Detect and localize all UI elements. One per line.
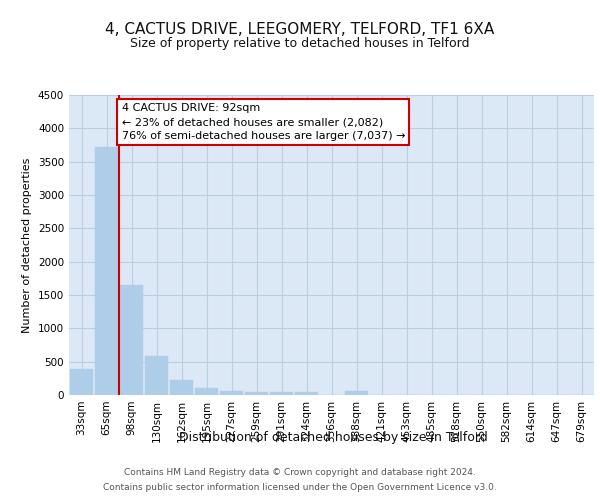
Bar <box>95 147 118 395</box>
Y-axis label: Number of detached properties: Number of detached properties <box>22 158 32 332</box>
Text: Contains HM Land Registry data © Crown copyright and database right 2024.: Contains HM Land Registry data © Crown c… <box>124 468 476 477</box>
Bar <box>195 388 218 395</box>
Text: 4 CACTUS DRIVE: 92sqm
← 23% of detached houses are smaller (2,082)
76% of semi-d: 4 CACTUS DRIVE: 92sqm ← 23% of detached … <box>121 103 405 141</box>
Bar <box>170 380 193 395</box>
Bar <box>245 392 268 395</box>
Bar <box>145 356 168 395</box>
Text: Distribution of detached houses by size in Telford: Distribution of detached houses by size … <box>179 431 487 444</box>
Bar <box>270 392 293 395</box>
Text: Contains public sector information licensed under the Open Government Licence v3: Contains public sector information licen… <box>103 483 497 492</box>
Text: 4, CACTUS DRIVE, LEEGOMERY, TELFORD, TF1 6XA: 4, CACTUS DRIVE, LEEGOMERY, TELFORD, TF1… <box>106 22 494 38</box>
Bar <box>345 391 368 395</box>
Bar <box>70 369 93 395</box>
Bar <box>295 392 318 395</box>
Bar <box>120 285 143 395</box>
Bar <box>220 391 243 395</box>
Text: Size of property relative to detached houses in Telford: Size of property relative to detached ho… <box>130 38 470 51</box>
